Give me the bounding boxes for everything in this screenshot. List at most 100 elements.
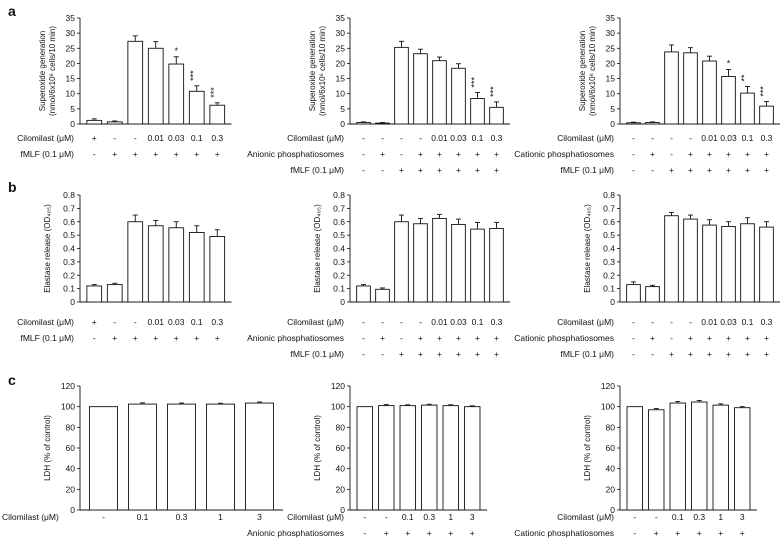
y-tick-label: 0.4 xyxy=(603,244,615,254)
chart-a-3: 0 5 10 15 20 25 30 35 Superoxide generation (nmol… xyxy=(514,13,780,175)
y-axis-label: LDH (% of control) xyxy=(583,415,592,481)
bar xyxy=(626,284,641,303)
significance-mark: *** xyxy=(759,86,769,97)
condition-cell: - xyxy=(93,333,96,343)
bar xyxy=(451,67,466,125)
condition-cell: + xyxy=(669,165,674,175)
y-tick-label: 0 xyxy=(610,505,615,515)
condition-cell: + xyxy=(194,149,199,159)
condition-cell: + xyxy=(380,149,385,159)
condition-label: Cilomilast (μM) xyxy=(287,133,344,143)
y-axis-label: Elastase release (OD₄₀₅) xyxy=(313,204,322,293)
condition-cell: + xyxy=(745,149,750,159)
condition-cell: + xyxy=(707,165,712,175)
y-tick-label: 0.8 xyxy=(333,190,345,200)
y-tick-label: 20 xyxy=(336,58,346,68)
y-tick-label: 0.6 xyxy=(333,217,345,227)
condition-cell: + xyxy=(92,317,97,327)
chart-c-3: 0 20 40 60 80 100 120 LDH (% of control) Cilomil… xyxy=(514,381,757,538)
condition-cell: 0.01 xyxy=(701,317,718,327)
condition-cell: + xyxy=(726,349,731,359)
condition-cell: + xyxy=(688,349,693,359)
bar xyxy=(128,403,157,511)
y-tick-label: 0.1 xyxy=(63,284,75,294)
bar xyxy=(648,409,665,511)
bar xyxy=(721,76,736,125)
condition-label: fMLF (0.1 μM) xyxy=(20,333,74,343)
condition-cell: 0.3 xyxy=(491,317,503,327)
bar xyxy=(470,98,485,125)
condition-label: Cilomilast (μM) xyxy=(17,317,74,327)
condition-cell: - xyxy=(633,512,636,522)
bar xyxy=(664,51,679,125)
y-axis-label: Superoxide generation xyxy=(578,31,587,112)
y-tick-label: 0 xyxy=(340,297,345,307)
condition-cell: + xyxy=(745,333,750,343)
y-tick-label: 0.3 xyxy=(603,257,615,267)
bar xyxy=(413,53,428,125)
y-tick-label: 10 xyxy=(336,89,346,99)
y-axis-label: LDH (% of control) xyxy=(313,415,322,481)
condition-cell: - xyxy=(632,349,635,359)
condition-cell: 0.03 xyxy=(168,133,185,143)
bar xyxy=(106,121,123,125)
bar xyxy=(432,217,447,303)
condition-cell: 0.1 xyxy=(742,133,754,143)
condition-cell: - xyxy=(633,528,636,538)
condition-cell: 3 xyxy=(257,512,262,522)
condition-cell: - xyxy=(102,512,105,522)
bar xyxy=(86,119,103,125)
y-axis-label: LDH (% of control) xyxy=(43,415,52,481)
y-tick-label: 20 xyxy=(606,484,616,494)
y-tick-label: 0.8 xyxy=(63,190,75,200)
condition-cell: 0.3 xyxy=(211,133,223,143)
y-tick-label: 60 xyxy=(606,443,616,453)
condition-cell: + xyxy=(153,149,158,159)
bar xyxy=(451,223,466,303)
bar xyxy=(626,406,643,511)
condition-cell: - xyxy=(381,133,384,143)
condition-cell: + xyxy=(456,149,461,159)
condition-label: Anionic phosphatiosomes xyxy=(247,528,344,538)
condition-cell: + xyxy=(399,349,404,359)
y-tick-label: 0 xyxy=(70,505,75,515)
y-tick-label: 120 xyxy=(601,381,615,391)
condition-cell: + xyxy=(764,149,769,159)
condition-cell: + xyxy=(437,349,442,359)
y-tick-label: 0.6 xyxy=(603,217,615,227)
y-tick-label: 10 xyxy=(66,89,76,99)
y-tick-label: 25 xyxy=(336,43,346,53)
condition-cell: - xyxy=(419,133,422,143)
bar xyxy=(147,47,164,125)
y-axis-label: (nmol/6x10⁶ cells/10 min) xyxy=(588,26,597,116)
significance-mark: *** xyxy=(470,76,480,87)
bar xyxy=(432,60,447,125)
y-tick-label: 0.1 xyxy=(333,284,345,294)
condition-cell: - xyxy=(651,165,654,175)
bar xyxy=(669,402,686,511)
y-tick-label: 80 xyxy=(66,422,76,432)
condition-cell: + xyxy=(764,349,769,359)
condition-cell: 0.3 xyxy=(761,317,773,327)
condition-cell: + xyxy=(418,349,423,359)
bar xyxy=(394,221,409,303)
condition-cell: + xyxy=(675,528,680,538)
significance-mark: *** xyxy=(209,87,219,98)
condition-cell: + xyxy=(494,149,499,159)
bar xyxy=(127,40,144,125)
condition-cell: + xyxy=(650,333,655,343)
condition-cell: + xyxy=(650,149,655,159)
y-axis-label: Elastase release (OD₄₀₅) xyxy=(583,204,592,293)
condition-cell: + xyxy=(437,333,442,343)
y-tick-label: 0.3 xyxy=(63,257,75,267)
condition-cell: - xyxy=(670,317,673,327)
bar xyxy=(356,122,371,125)
condition-cell: + xyxy=(418,165,423,175)
bar xyxy=(168,227,185,303)
bar xyxy=(356,285,371,303)
y-tick-label: 25 xyxy=(606,43,616,53)
condition-cell: + xyxy=(448,528,453,538)
condition-cell: 0.3 xyxy=(176,512,188,522)
condition-cell: - xyxy=(381,165,384,175)
